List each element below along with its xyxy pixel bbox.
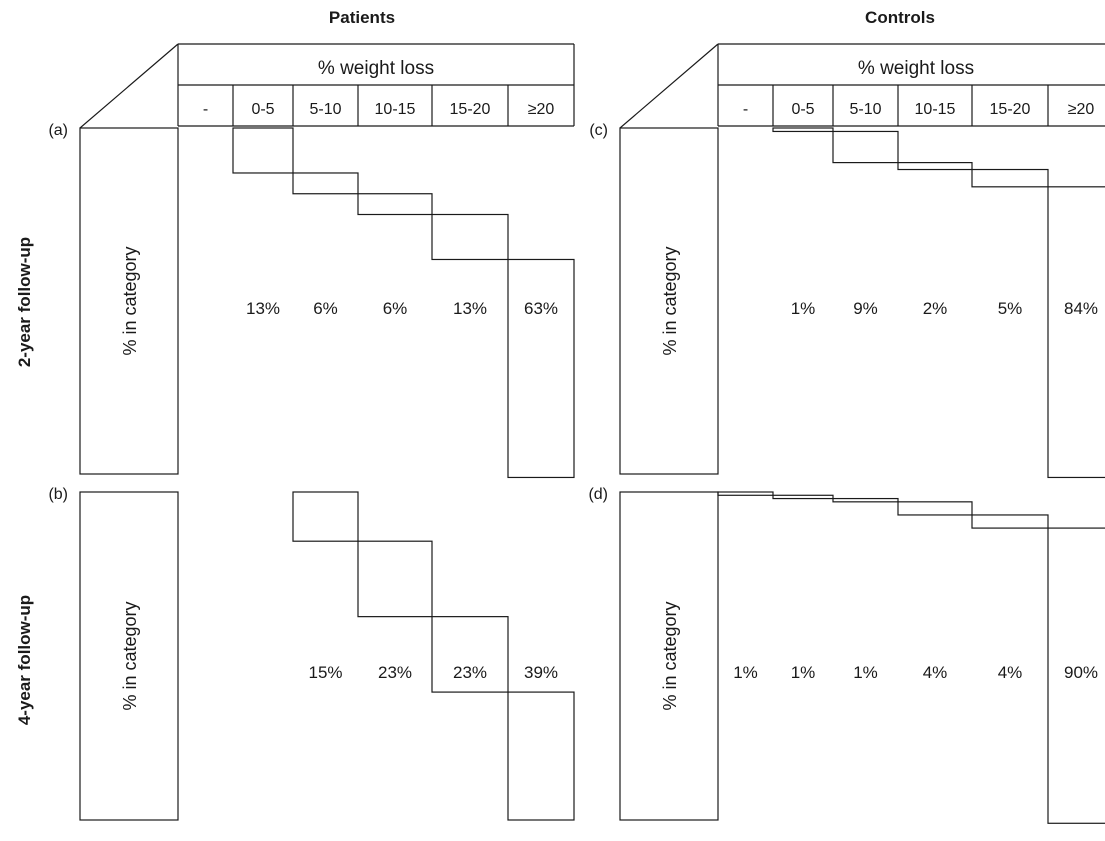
panel-letter: (d) xyxy=(588,486,608,503)
value-label: 1% xyxy=(733,663,758,682)
category-label: 0-5 xyxy=(791,101,814,118)
bar-≥20 xyxy=(507,691,575,821)
y-label-box xyxy=(619,491,719,821)
bar-≥20 xyxy=(1047,527,1105,824)
bar-15-20 xyxy=(431,616,509,693)
row-title-2-year: 2-year follow-up xyxy=(15,237,34,367)
y-label-box xyxy=(619,127,719,475)
y-axis-label: % in category xyxy=(660,601,680,710)
bar-0-5 xyxy=(772,494,834,500)
value-label: 4% xyxy=(923,663,948,682)
panel-letter: (b) xyxy=(48,486,68,503)
bar-15-20 xyxy=(431,213,509,261)
bar-≥20 xyxy=(507,258,575,479)
bar-5-10 xyxy=(832,497,899,503)
row-title-4-year: 4-year follow-up xyxy=(15,595,34,725)
bar-0-5 xyxy=(232,127,294,174)
y-axis-label: % in category xyxy=(660,246,680,355)
header-title: % weight loss xyxy=(318,58,434,79)
category-label: 10-15 xyxy=(915,101,956,118)
category-label: 10-15 xyxy=(375,101,416,118)
value-label: 15% xyxy=(308,663,342,682)
panel-c: % weight loss - 0-5 5-10 10-15 15-20 ≥20 (c) % i… xyxy=(589,43,1105,479)
corner-diagonal xyxy=(619,43,719,129)
value-label: 23% xyxy=(453,663,487,682)
value-label: 9% xyxy=(853,299,878,318)
bar-0-5 xyxy=(772,127,834,133)
category-label: ≥20 xyxy=(528,101,555,118)
value-label: 13% xyxy=(246,299,280,318)
value-label: 84% xyxy=(1064,299,1098,318)
value-label: 63% xyxy=(524,299,558,318)
value-label: 1% xyxy=(791,299,816,318)
value-label: 2% xyxy=(923,299,948,318)
panel-b: (b) % in category 15% 23% 23% 39% xyxy=(48,486,575,821)
category-label: 5-10 xyxy=(309,101,341,118)
y-label-box xyxy=(79,491,179,821)
y-axis-label: % in category xyxy=(120,601,140,710)
column-title-patients: Patients xyxy=(329,8,395,27)
bar-10-15 xyxy=(897,162,973,171)
bar-10-15 xyxy=(357,193,433,216)
panel-letter: (c) xyxy=(589,122,608,139)
category-label: 15-20 xyxy=(990,101,1031,118)
value-label: 6% xyxy=(383,299,408,318)
bar-15-20 xyxy=(971,168,1049,188)
corner-diagonal xyxy=(79,43,179,129)
bar-10-15 xyxy=(357,540,433,618)
panels: % weight loss - 0-5 5-10 10-15 15-20 ≥20 (a) % i… xyxy=(48,43,1105,824)
category-label: ≥20 xyxy=(1068,101,1095,118)
value-label: 23% xyxy=(378,663,412,682)
panel-a: % weight loss - 0-5 5-10 10-15 15-20 ≥20 (a) % i… xyxy=(48,43,575,479)
value-label: 1% xyxy=(791,663,816,682)
bar-5-10 xyxy=(292,491,359,542)
value-label: 4% xyxy=(998,663,1023,682)
category-label: - xyxy=(743,101,748,118)
category-label: 0-5 xyxy=(251,101,274,118)
y-axis-label: % in category xyxy=(120,246,140,355)
value-label: 6% xyxy=(313,299,338,318)
bar-- xyxy=(717,491,774,496)
category-label: - xyxy=(203,101,208,118)
y-label-box xyxy=(79,127,179,475)
column-title-controls: Controls xyxy=(865,8,935,27)
value-label: 13% xyxy=(453,299,487,318)
value-label: 5% xyxy=(998,299,1023,318)
bar-5-10 xyxy=(292,172,359,195)
bar-10-15 xyxy=(897,501,973,516)
panel-letter: (a) xyxy=(48,122,68,139)
category-label: 15-20 xyxy=(450,101,491,118)
value-label: 90% xyxy=(1064,663,1098,682)
panel-d: (d) % in category 1% 1% 1% 4% 4% 90% xyxy=(588,486,1105,824)
category-label: 5-10 xyxy=(849,101,881,118)
bar-15-20 xyxy=(971,514,1049,529)
value-label: 1% xyxy=(853,663,878,682)
bar-5-10 xyxy=(832,130,899,164)
value-label: 39% xyxy=(524,663,558,682)
bar-≥20 xyxy=(1047,186,1105,479)
header-title: % weight loss xyxy=(858,58,974,79)
